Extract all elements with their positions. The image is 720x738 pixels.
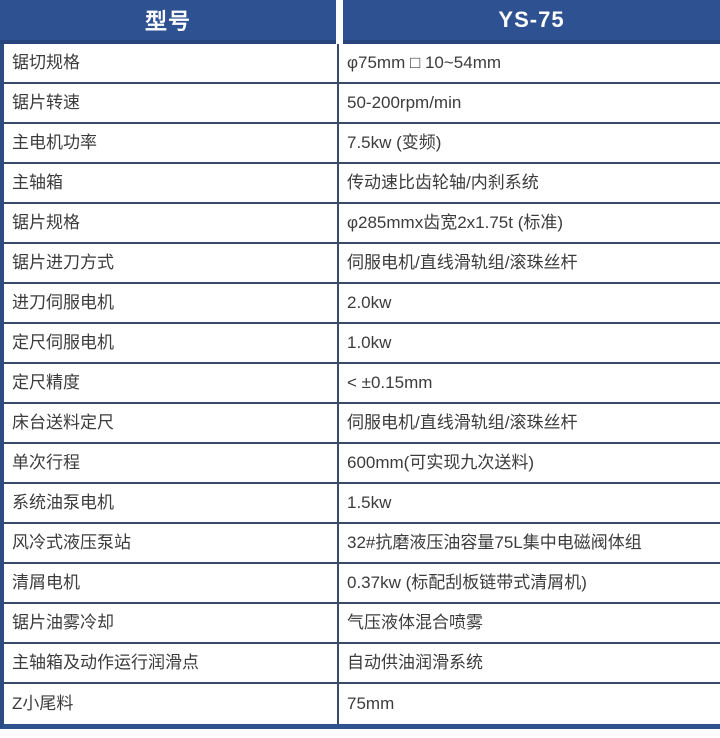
spec-label: 定尺精度 bbox=[4, 364, 339, 402]
spec-label: 锯片油雾冷却 bbox=[4, 604, 339, 642]
table-row: 清屑电机 0.37kw (标配刮板链带式清屑机) bbox=[4, 564, 720, 604]
header-divider bbox=[336, 0, 343, 44]
table-row: 锯片油雾冷却 气压液体混合喷雾 bbox=[4, 604, 720, 644]
spec-value: 传动速比齿轮轴/内刹系统 bbox=[347, 172, 539, 192]
table-row: 单次行程 600mm(可实现九次送料) bbox=[4, 444, 720, 484]
table-row: 锯片进刀方式 伺服电机/直线滑轨组/滚珠丝杆 bbox=[4, 244, 720, 284]
spec-label: 床台送料定尺 bbox=[4, 404, 339, 442]
table-row: 锯切规格 φ75mm □ 10~54mm bbox=[4, 44, 720, 84]
table-row: 定尺伺服电机 1.0kw bbox=[4, 324, 720, 364]
spec-label: 锯片进刀方式 bbox=[4, 244, 339, 282]
spec-value: 伺服电机/直线滑轨组/滚珠丝杆 bbox=[347, 252, 578, 272]
spec-label: 锯切规格 bbox=[4, 44, 339, 82]
table-row: 主轴箱及动作运行润滑点 自动供油润滑系统 bbox=[4, 644, 720, 684]
spec-label: Z小尾料 bbox=[4, 684, 339, 724]
spec-value: 7.5kw (变频) bbox=[347, 132, 442, 152]
spec-value: 0.37kw (标配刮板链带式清屑机) bbox=[347, 572, 587, 592]
table-row: 定尺精度 < ±0.15mm bbox=[4, 364, 720, 404]
spec-label: 定尺伺服电机 bbox=[4, 324, 339, 362]
spec-label: 锯片转速 bbox=[4, 84, 339, 122]
table-row: 系统油泵电机 1.5kw bbox=[4, 484, 720, 524]
spec-value: 2.0kw bbox=[347, 292, 392, 312]
bottom-spacer bbox=[0, 729, 720, 738]
spec-value: 自动供油润滑系统 bbox=[347, 652, 483, 672]
table-row: 进刀伺服电机 2.0kw bbox=[4, 284, 720, 324]
spec-label: 清屑电机 bbox=[4, 564, 339, 602]
spec-value: φ285mmx齿宽2x1.75t (标准) bbox=[347, 212, 564, 232]
spec-label: 系统油泵电机 bbox=[4, 484, 339, 522]
spec-label: 进刀伺服电机 bbox=[4, 284, 339, 322]
spec-label: 风冷式液压泵站 bbox=[4, 524, 339, 562]
spec-value: 50-200rpm/min bbox=[347, 92, 462, 112]
table-header: 型号 YS-75 bbox=[0, 0, 720, 44]
spec-label: 主轴箱及动作运行润滑点 bbox=[4, 644, 339, 682]
spec-value: < ±0.15mm bbox=[347, 372, 433, 392]
spec-value: 600mm(可实现九次送料) bbox=[347, 452, 535, 472]
spec-label: 主电机功率 bbox=[4, 124, 339, 162]
spec-value: 气压液体混合喷雾 bbox=[347, 612, 483, 632]
table-row: 主电机功率 7.5kw (变频) bbox=[4, 124, 720, 164]
header-model-label: 型号 bbox=[0, 0, 336, 44]
spec-value: 75mm bbox=[347, 693, 395, 713]
table-body: 锯切规格 φ75mm □ 10~54mm 锯片转速 50-200rpm/min 主电机功… bbox=[0, 44, 720, 729]
table-row: 主轴箱 传动速比齿轮轴/内刹系统 bbox=[4, 164, 720, 204]
spec-value: 1.0kw bbox=[347, 332, 392, 352]
table-row: 风冷式液压泵站 32#抗磨液压油容量75L集中电磁阀体组 bbox=[4, 524, 720, 564]
table-row: 锯片规格 φ285mmx齿宽2x1.75t (标准) bbox=[4, 204, 720, 244]
spec-value: φ75mm □ 10~54mm bbox=[347, 52, 502, 72]
header-model-value: YS-75 bbox=[343, 0, 720, 44]
table-row: 锯片转速 50-200rpm/min bbox=[4, 84, 720, 124]
spec-value: 伺服电机/直线滑轨组/滚珠丝杆 bbox=[347, 412, 578, 432]
spec-value: 32#抗磨液压油容量75L集中电磁阀体组 bbox=[347, 532, 642, 552]
spec-value: 1.5kw bbox=[347, 492, 392, 512]
spec-label: 锯片规格 bbox=[4, 204, 339, 242]
spec-label: 主轴箱 bbox=[4, 164, 339, 202]
table-row: 床台送料定尺 伺服电机/直线滑轨组/滚珠丝杆 bbox=[4, 404, 720, 444]
spec-label: 单次行程 bbox=[4, 444, 339, 482]
table-row: Z小尾料 75mm bbox=[4, 684, 720, 724]
